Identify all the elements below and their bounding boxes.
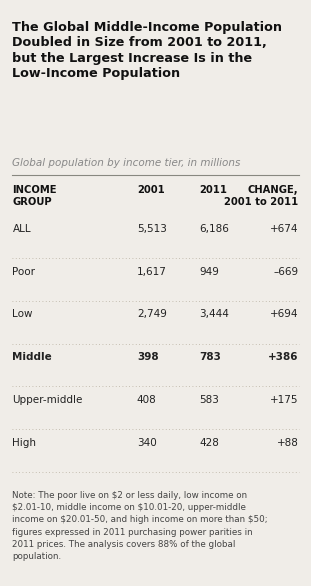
Text: +694: +694 [270, 309, 299, 319]
Text: 2,749: 2,749 [137, 309, 167, 319]
Text: Upper-middle: Upper-middle [12, 395, 83, 405]
Text: +175: +175 [270, 395, 299, 405]
Text: 949: 949 [199, 267, 219, 277]
Text: +674: +674 [270, 224, 299, 234]
Text: +88: +88 [277, 438, 299, 448]
Text: Global population by income tier, in millions: Global population by income tier, in mil… [12, 158, 241, 168]
Text: CHANGE,
2001 to 2011: CHANGE, 2001 to 2011 [224, 185, 299, 207]
Text: Middle: Middle [12, 352, 52, 362]
Text: The Global Middle-Income Population
Doubled in Size from 2001 to 2011,
but the L: The Global Middle-Income Population Doub… [12, 21, 282, 80]
Text: 408: 408 [137, 395, 157, 405]
Text: 783: 783 [199, 352, 221, 362]
Text: 3,444: 3,444 [199, 309, 229, 319]
Text: 6,186: 6,186 [199, 224, 229, 234]
Text: 583: 583 [199, 395, 219, 405]
Text: 1,617: 1,617 [137, 267, 167, 277]
Text: Low: Low [12, 309, 33, 319]
Text: 5,513: 5,513 [137, 224, 167, 234]
Text: Poor: Poor [12, 267, 35, 277]
Text: High: High [12, 438, 36, 448]
Text: ALL: ALL [12, 224, 31, 234]
Text: 428: 428 [199, 438, 219, 448]
Text: 2011: 2011 [199, 185, 227, 195]
Text: INCOME
GROUP: INCOME GROUP [12, 185, 57, 207]
Text: 2001: 2001 [137, 185, 165, 195]
Text: –669: –669 [273, 267, 299, 277]
Text: +386: +386 [268, 352, 299, 362]
Text: Note: The poor live on $2 or less daily, low income on
$2.01-10, middle income o: Note: The poor live on $2 or less daily,… [12, 491, 268, 561]
Text: 340: 340 [137, 438, 157, 448]
Text: 398: 398 [137, 352, 159, 362]
